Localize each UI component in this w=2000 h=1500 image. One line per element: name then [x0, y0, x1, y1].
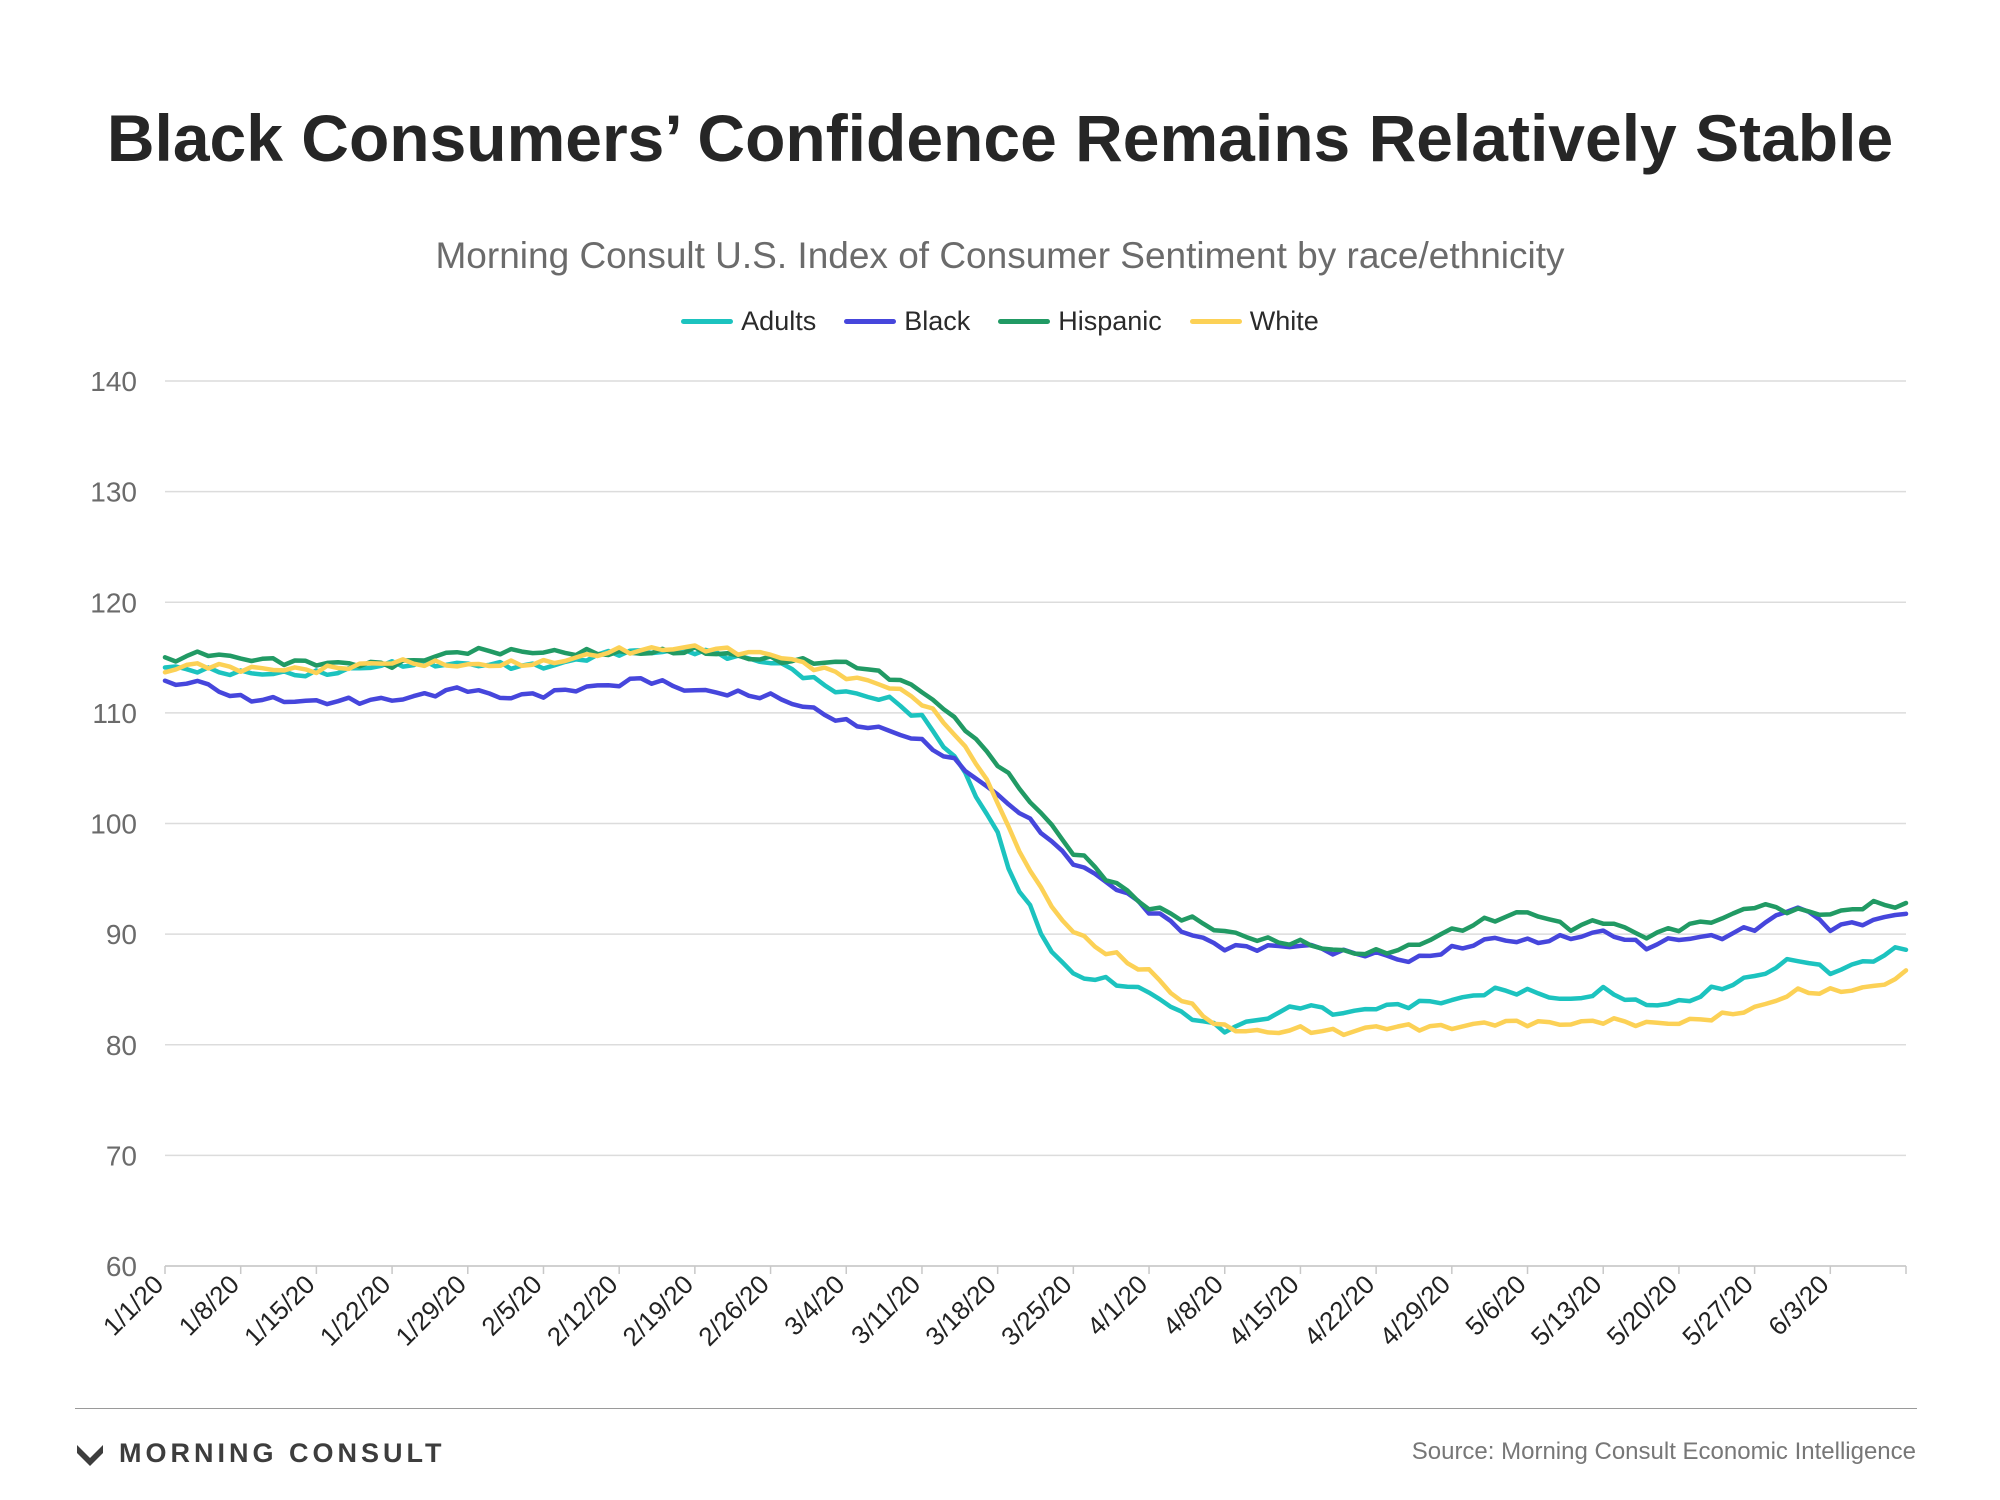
- footer-divider: [75, 1408, 1917, 1409]
- legend-item-hispanic[interactable]: Hispanic: [998, 306, 1162, 337]
- x-tick-label: 2/26/20: [692, 1269, 775, 1352]
- y-tick-label: 100: [90, 809, 137, 840]
- x-tick-label: 3/4/20: [778, 1269, 850, 1341]
- y-tick-label: 60: [106, 1251, 137, 1282]
- legend-swatch-black: [844, 319, 897, 324]
- series-line-white: [162, 643, 1909, 1038]
- source-note: Source: Morning Consult Economic Intelli…: [1411, 1438, 1916, 1465]
- x-tick-label: 4/22/20: [1298, 1269, 1381, 1352]
- x-tick-label: 1/22/20: [314, 1269, 397, 1352]
- y-tick-label: 90: [106, 919, 137, 950]
- series-line-hispanic: [162, 645, 1909, 957]
- x-tick-label: 5/13/20: [1525, 1269, 1608, 1352]
- chart-title: Black Consumers’ Confidence Remains Rela…: [106, 101, 1894, 175]
- x-tick-label: 2/5/20: [475, 1269, 547, 1341]
- x-tick-label: 3/18/20: [919, 1269, 1002, 1352]
- legend-swatch-white: [1189, 319, 1242, 324]
- series-line-adults: [162, 647, 1909, 1035]
- x-tick-label: 5/27/20: [1676, 1269, 1759, 1352]
- legend-label-adults: Adults: [741, 306, 817, 336]
- x-tick-label: 1/8/20: [173, 1269, 245, 1341]
- morning-consult-chevron-logo-icon: [77, 1444, 103, 1466]
- y-tick-label: 80: [106, 1030, 137, 1061]
- legend-item-white[interactable]: White: [1189, 306, 1319, 337]
- y-tick-label: 120: [90, 587, 137, 618]
- legend-item-adults[interactable]: Adults: [681, 306, 816, 337]
- brand-name: MORNING CONSULT: [119, 1438, 446, 1468]
- chart-subtitle: Morning Consult U.S. Index of Consumer S…: [435, 235, 1565, 276]
- x-tick-label: 1/15/20: [238, 1269, 321, 1352]
- y-tick-label: 140: [90, 366, 137, 397]
- legend: Adults Black Hispanic White: [0, 306, 2000, 337]
- y-tick-label: 70: [106, 1140, 137, 1171]
- x-tick-label: 2/12/20: [541, 1269, 624, 1352]
- legend-label-black: Black: [904, 306, 971, 336]
- legend-label-hispanic: Hispanic: [1058, 306, 1162, 336]
- x-tick-label: 4/8/20: [1157, 1269, 1229, 1341]
- legend-swatch-adults: [681, 319, 734, 324]
- x-tick-label: 3/25/20: [995, 1269, 1078, 1352]
- legend-swatch-hispanic: [998, 319, 1051, 324]
- x-tick-label: 3/11/20: [845, 1269, 926, 1350]
- y-tick-label: 130: [90, 477, 137, 508]
- x-tick-label: 1/29/20: [389, 1269, 472, 1352]
- y-tick-label: 110: [92, 698, 137, 729]
- x-tick-label: 5/6/20: [1459, 1269, 1531, 1341]
- x-tick-label: 2/19/20: [617, 1269, 700, 1352]
- series-line-black: [162, 675, 1909, 965]
- x-tick-label: 6/3/20: [1762, 1269, 1834, 1341]
- legend-item-black[interactable]: Black: [844, 306, 970, 337]
- x-tick-label: 4/15/20: [1222, 1269, 1305, 1352]
- x-tick-label: 5/20/20: [1601, 1269, 1684, 1352]
- x-tick-label: 4/29/20: [1374, 1269, 1457, 1352]
- x-tick-label: 4/1/20: [1081, 1269, 1153, 1341]
- brand: MORNING CONSULT: [75, 1438, 445, 1469]
- legend-label-white: White: [1249, 306, 1319, 336]
